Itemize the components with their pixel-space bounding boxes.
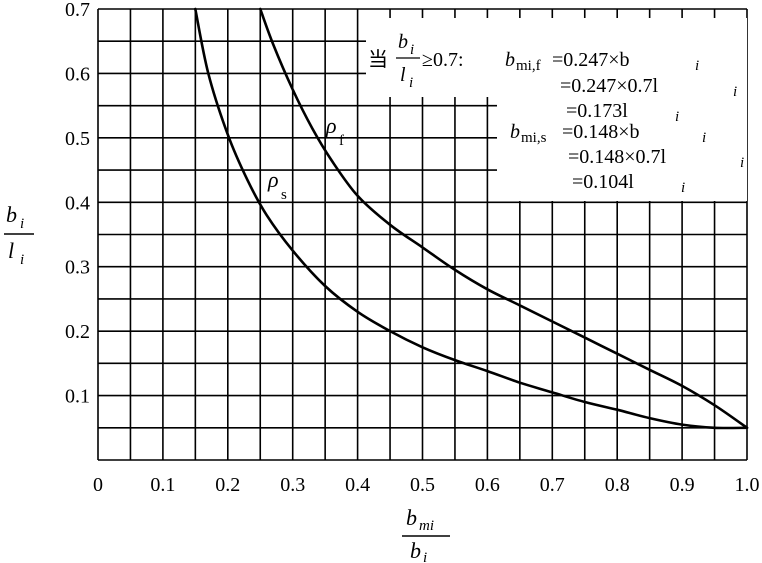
annotation: 当 b i l i ≥0.7: b mi,f =0.247×b i =0.247…	[368, 31, 744, 196]
series-line-f	[259, 7, 749, 430]
y-tick-label: 0.7	[65, 0, 90, 21]
annotation-s-line-2: =0.148×0.7l	[568, 146, 667, 168]
annotation-s-line-2-sub: i	[740, 155, 744, 171]
annotation-f-label-sub: mi,f	[516, 58, 541, 74]
series-label-f: ρ f	[325, 113, 344, 149]
annotation-f-line-3-sub: i	[675, 109, 679, 125]
y-axis-label: b i l i	[4, 202, 34, 268]
series-label-f-symbol: ρ	[325, 113, 337, 138]
curves	[194, 7, 749, 430]
x-label-numerator: b	[406, 505, 417, 530]
x-tick-label: 0.6	[475, 474, 500, 496]
y-label-numerator-sub: i	[20, 216, 24, 232]
annotation-background	[366, 18, 747, 201]
x-tick-label: 0.9	[670, 474, 695, 496]
annotation-f-line-3: =0.173l	[566, 100, 628, 122]
y-label-numerator: b	[6, 202, 17, 227]
y-tick-label: 0.2	[65, 321, 90, 343]
annotation-f-label: b	[505, 49, 515, 71]
annotation-f-line-2: =0.247×0.7l	[560, 75, 659, 97]
x-tick-label: 0.7	[540, 474, 565, 496]
x-tick-label: 1.0	[735, 474, 760, 496]
series-label-s-subscript: s	[281, 187, 287, 203]
y-tick-label: 0.5	[65, 128, 90, 150]
annotation-frac-num-sub: i	[410, 42, 414, 58]
series-label-f-subscript: f	[339, 133, 344, 149]
x-tick-label: 0.5	[410, 474, 435, 496]
y-tick-label: 0.1	[65, 386, 90, 408]
x-tick-label: 0.8	[605, 474, 630, 496]
annotation-frac-den: l	[400, 64, 406, 86]
series-label-s: ρ s	[267, 167, 287, 203]
y-tick-label: 0.6	[65, 63, 90, 85]
annotation-frac-den-sub: i	[409, 75, 413, 91]
annotation-s-line-3: =0.104l	[572, 171, 634, 193]
annotation-f-line-2-sub: i	[733, 84, 737, 100]
annotation-s-line-3-sub: i	[681, 180, 685, 196]
annotation-s-line-1-sub: i	[702, 130, 706, 146]
x-label-denominator: b	[410, 538, 421, 563]
series-label-s-symbol: ρ	[267, 167, 279, 192]
annotation-prefix: 当	[368, 48, 388, 71]
y-tick-label: 0.4	[65, 192, 90, 214]
annotation-s-line-1: =0.148×b	[562, 121, 640, 143]
x-axis-label: b mi b i	[402, 505, 450, 563]
x-tick-label: 0	[93, 474, 103, 496]
x-tick-label: 0.1	[150, 474, 175, 496]
x-tick-label: 0.4	[345, 474, 370, 496]
annotation-s-label-sub: mi,s	[521, 130, 547, 146]
annotation-s-label: b	[510, 121, 520, 143]
annotation-f-line-1: =0.247×b	[552, 49, 630, 71]
annotation-condition: ≥0.7:	[422, 49, 464, 71]
tick-labels: 0 0.1 0.2 0.3 0.4 0.5 0.6 0.7 0.8 0.9 1.0 0.1 0.2 0.3…	[65, 0, 760, 496]
x-label-denominator-sub: i	[423, 550, 427, 563]
x-tick-label: 0.2	[215, 474, 240, 496]
series-line-s	[194, 7, 749, 430]
annotation-f-line-1-sub: i	[695, 58, 699, 74]
x-label-numerator-sub: mi	[419, 518, 434, 534]
y-label-denominator: l	[8, 238, 14, 263]
y-label-denominator-sub: i	[20, 252, 24, 268]
annotation-frac-num: b	[398, 31, 408, 53]
x-tick-label: 0.3	[280, 474, 305, 496]
y-tick-label: 0.3	[65, 257, 90, 279]
